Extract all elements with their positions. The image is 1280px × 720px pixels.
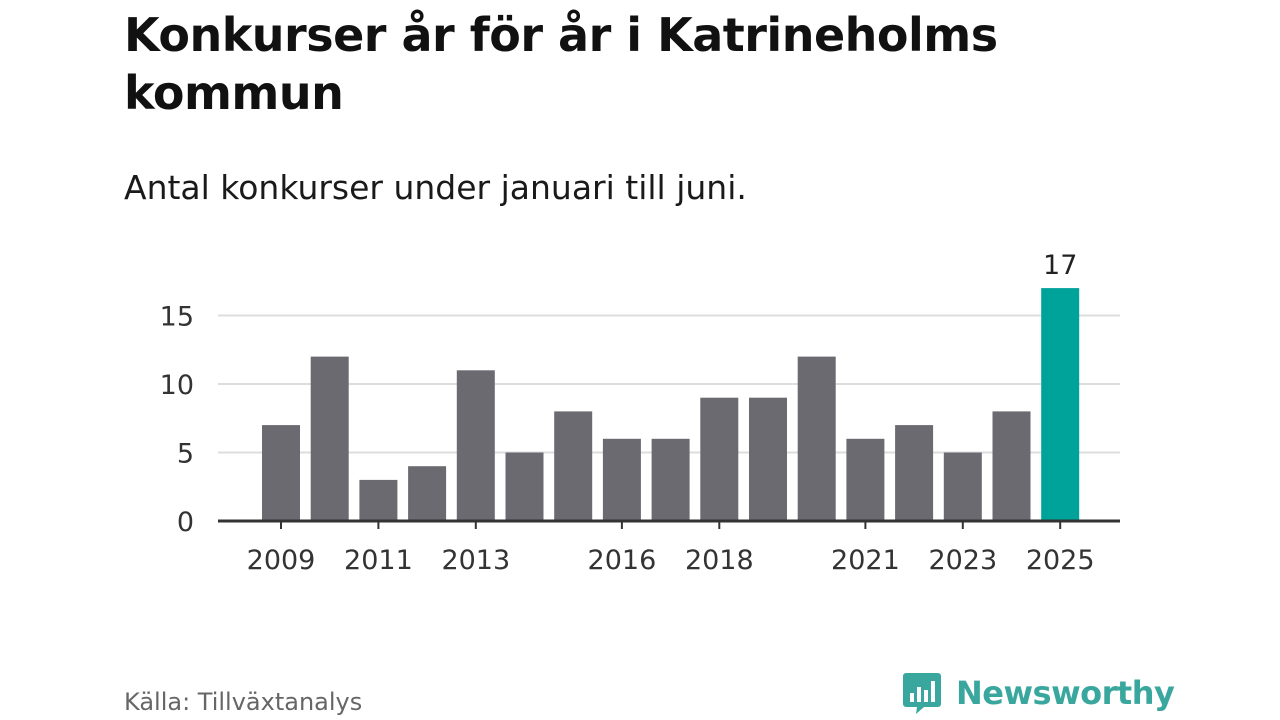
- x-tick-label: 2025: [1026, 545, 1095, 576]
- bar: [846, 438, 885, 521]
- bar: [1041, 288, 1080, 521]
- bar: [505, 452, 544, 521]
- bar: [700, 397, 739, 521]
- y-tick-label: 15: [160, 302, 194, 333]
- bar: [943, 452, 982, 521]
- bar: [359, 479, 398, 521]
- bar: [602, 438, 641, 521]
- bar: [895, 425, 934, 521]
- y-tick-label: 5: [177, 439, 194, 470]
- gridlines: [218, 314, 1120, 454]
- bar-chart-speech-bubble-icon: [903, 673, 941, 714]
- x-tick-label: 2009: [247, 545, 316, 576]
- chart-subtitle: Antal konkurser under januari till juni.: [124, 168, 747, 207]
- bar: [554, 411, 593, 521]
- bar: [408, 466, 447, 521]
- x-tick-label: 2023: [928, 545, 997, 576]
- x-tick-label: 2011: [344, 545, 413, 576]
- bar: [749, 397, 787, 521]
- bar: [310, 356, 349, 521]
- bar: [651, 438, 690, 521]
- x-tick-label: 2016: [588, 545, 657, 576]
- bar: [797, 356, 836, 521]
- data-label: 17: [1043, 250, 1077, 281]
- y-tick-label: 10: [160, 370, 194, 401]
- labels: 0 5 10 15 2009 2011 2013 2016 2018 2021 2023 2025 17: [160, 250, 1095, 576]
- bar-chart: 0 5 10 15 2009 2011 2013 2016 2018 2021 2023 2025 17: [160, 250, 1120, 576]
- bar: [992, 411, 1031, 521]
- chart-title: Konkurser år för år i Katrineholms kommu…: [124, 8, 998, 120]
- logo-text: Newsworthy: [956, 674, 1175, 712]
- x-tick-label: 2013: [441, 545, 510, 576]
- y-tick-label: 0: [177, 507, 194, 538]
- x-tick-label: 2021: [831, 545, 900, 576]
- axes: [218, 519, 1120, 529]
- x-tick-label: 2018: [685, 545, 754, 576]
- bar: [456, 370, 495, 521]
- newsworthy-logo[interactable]: Newsworthy: [902, 670, 1175, 716]
- source-note: Källa: Tillväxtanalys: [124, 688, 363, 716]
- bars: [262, 288, 1080, 521]
- bar: [262, 425, 300, 521]
